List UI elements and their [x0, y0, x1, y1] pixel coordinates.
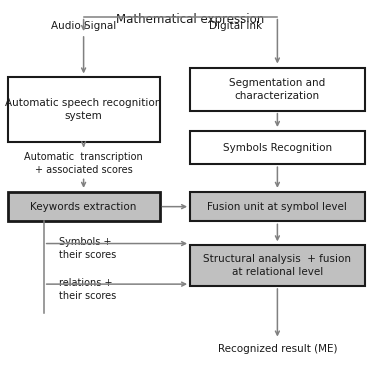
Text: Symbols +
their scores: Symbols + their scores [59, 237, 116, 259]
FancyBboxPatch shape [190, 68, 365, 111]
Text: Automatic  transcription
+ associated scores: Automatic transcription + associated sco… [24, 152, 143, 175]
Text: Symbols Recognition: Symbols Recognition [223, 142, 332, 153]
FancyBboxPatch shape [190, 192, 365, 221]
Text: Mathematical expression: Mathematical expression [116, 13, 264, 26]
Text: Segmentation and
characterization: Segmentation and characterization [229, 78, 326, 101]
Text: Automatic speech recognition
system: Automatic speech recognition system [5, 99, 162, 121]
FancyBboxPatch shape [190, 131, 365, 164]
Text: Digital ink: Digital ink [209, 21, 262, 31]
FancyBboxPatch shape [8, 192, 160, 221]
FancyBboxPatch shape [8, 77, 160, 142]
Text: Structural analysis  + fusion
at relational level: Structural analysis + fusion at relation… [203, 254, 352, 277]
Text: Keywords extraction: Keywords extraction [30, 201, 137, 212]
Text: relations +
their scores: relations + their scores [59, 279, 116, 301]
FancyBboxPatch shape [190, 245, 365, 286]
Text: Recognized result (ME): Recognized result (ME) [218, 344, 337, 354]
Text: Audio Signal: Audio Signal [51, 21, 117, 31]
Text: Fusion unit at symbol level: Fusion unit at symbol level [207, 201, 347, 212]
